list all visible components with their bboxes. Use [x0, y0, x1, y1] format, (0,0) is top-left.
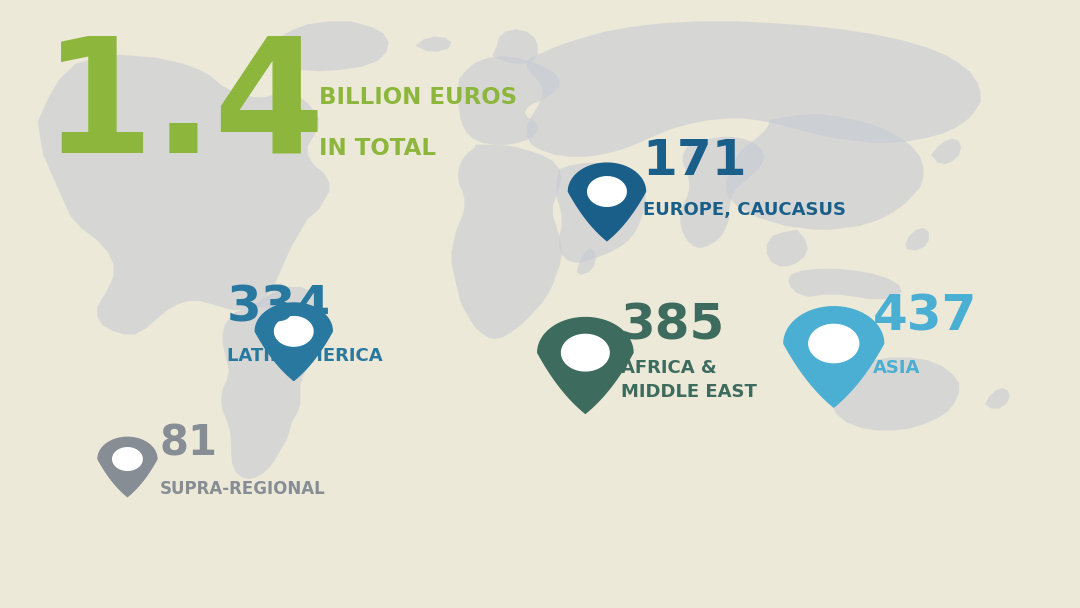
- Polygon shape: [255, 303, 333, 381]
- Text: 171: 171: [643, 137, 747, 185]
- Polygon shape: [784, 307, 883, 407]
- Polygon shape: [680, 137, 765, 248]
- Polygon shape: [254, 283, 286, 308]
- Polygon shape: [259, 21, 389, 71]
- Text: 334: 334: [227, 283, 332, 331]
- Polygon shape: [829, 358, 959, 430]
- Polygon shape: [492, 29, 538, 64]
- Polygon shape: [568, 163, 646, 241]
- Polygon shape: [588, 177, 626, 206]
- Polygon shape: [538, 317, 633, 413]
- Text: LATIN AMERICA: LATIN AMERICA: [227, 347, 382, 365]
- Text: 1.4: 1.4: [43, 30, 326, 185]
- Polygon shape: [788, 269, 902, 299]
- Text: SUPRA-REGIONAL: SUPRA-REGIONAL: [160, 480, 325, 499]
- Polygon shape: [451, 145, 562, 339]
- Polygon shape: [767, 230, 808, 266]
- Polygon shape: [905, 228, 929, 250]
- Text: IN TOTAL: IN TOTAL: [319, 137, 435, 161]
- Polygon shape: [809, 325, 859, 362]
- Text: 81: 81: [160, 423, 218, 465]
- Text: ASIA: ASIA: [873, 359, 920, 377]
- Polygon shape: [38, 55, 329, 334]
- Text: AFRICA &
MIDDLE EAST: AFRICA & MIDDLE EAST: [621, 359, 757, 401]
- Text: EUROPE, CAUCASUS: EUROPE, CAUCASUS: [643, 201, 846, 219]
- Text: 437: 437: [873, 292, 977, 340]
- Polygon shape: [562, 334, 609, 371]
- Text: 385: 385: [621, 302, 726, 349]
- Polygon shape: [931, 139, 961, 164]
- Polygon shape: [274, 317, 313, 346]
- Polygon shape: [527, 21, 981, 157]
- Polygon shape: [221, 287, 322, 479]
- Polygon shape: [112, 447, 143, 471]
- Polygon shape: [458, 56, 559, 145]
- Polygon shape: [985, 388, 1010, 409]
- Polygon shape: [577, 248, 596, 275]
- Polygon shape: [556, 163, 646, 263]
- Polygon shape: [726, 114, 923, 230]
- Polygon shape: [416, 36, 451, 52]
- Text: BILLION EUROS: BILLION EUROS: [319, 86, 516, 109]
- Polygon shape: [98, 437, 157, 497]
